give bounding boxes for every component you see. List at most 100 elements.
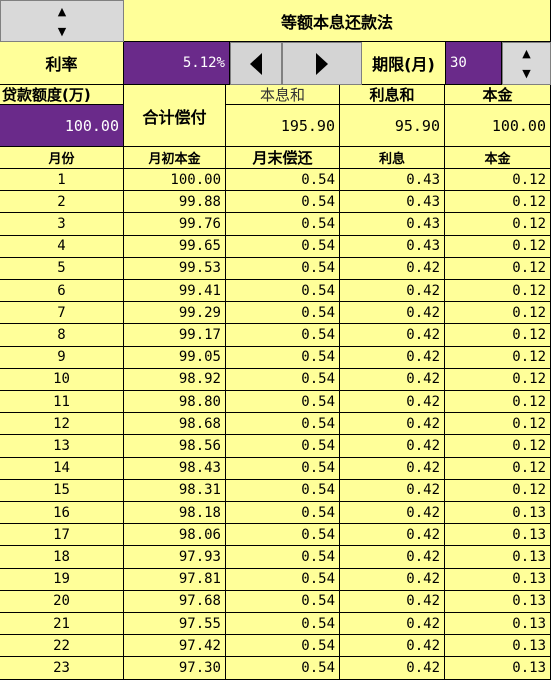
- summary-value-interest: 95.90: [340, 105, 445, 147]
- interest-cell: 0.42: [340, 590, 445, 613]
- month-cell: 17: [0, 524, 124, 547]
- opening-principal-cell: 98.18: [124, 502, 226, 525]
- payment-cell: 0.54: [226, 413, 340, 436]
- payment-cell: 0.54: [226, 457, 340, 480]
- opening-principal-cell: 99.41: [124, 280, 226, 303]
- interest-cell: 0.42: [340, 368, 445, 391]
- interest-cell: 0.42: [340, 546, 445, 569]
- principal-cell: 0.12: [445, 368, 551, 391]
- payment-cell: 0.54: [226, 524, 340, 547]
- principal-cell: 0.13: [445, 657, 551, 680]
- summary-value-principal: 100.00: [445, 105, 551, 147]
- month-cell: 2: [0, 191, 124, 214]
- month-cell: 11: [0, 391, 124, 414]
- opening-principal-cell: 100.00: [124, 169, 226, 192]
- triangle-right-icon: [316, 52, 328, 75]
- interest-cell: 0.42: [340, 657, 445, 680]
- principal-cell: 0.12: [445, 435, 551, 458]
- interest-cell: 0.42: [340, 613, 445, 636]
- rate-scroll-left-button[interactable]: [230, 42, 282, 85]
- opening-principal-cell: 98.43: [124, 457, 226, 480]
- payment-cell: 0.54: [226, 302, 340, 325]
- payment-cell: 0.54: [226, 479, 340, 502]
- payment-cell: 0.54: [226, 324, 340, 347]
- opening-principal-cell: 98.56: [124, 435, 226, 458]
- principal-cell: 0.12: [445, 169, 551, 192]
- principal-cell: 0.12: [445, 191, 551, 214]
- loan-input[interactable]: 100.00: [0, 105, 124, 147]
- opening-principal-cell: 97.93: [124, 546, 226, 569]
- interest-cell: 0.42: [340, 324, 445, 347]
- interest-cell: 0.42: [340, 635, 445, 658]
- principal-cell: 0.12: [445, 302, 551, 325]
- interest-cell: 0.42: [340, 435, 445, 458]
- top-spin-button[interactable]: ▲ ▼: [0, 0, 124, 42]
- col-header-month: 月份: [0, 147, 124, 169]
- interest-cell: 0.42: [340, 346, 445, 369]
- payment-cell: 0.54: [226, 568, 340, 591]
- principal-cell: 0.12: [445, 257, 551, 280]
- month-cell: 18: [0, 546, 124, 569]
- month-cell: 14: [0, 457, 124, 480]
- month-cell: 4: [0, 235, 124, 258]
- rate-scroll-right-button[interactable]: [282, 42, 362, 85]
- opening-principal-cell: 99.88: [124, 191, 226, 214]
- opening-principal-cell: 97.68: [124, 590, 226, 613]
- month-cell: 20: [0, 590, 124, 613]
- payment-cell: 0.54: [226, 590, 340, 613]
- opening-principal-cell: 99.17: [124, 324, 226, 347]
- month-cell: 8: [0, 324, 124, 347]
- payment-cell: 0.54: [226, 235, 340, 258]
- month-cell: 19: [0, 568, 124, 591]
- principal-cell: 0.12: [445, 479, 551, 502]
- opening-principal-cell: 99.29: [124, 302, 226, 325]
- interest-cell: 0.43: [340, 169, 445, 192]
- summary-header-interest: 利息和: [340, 85, 445, 105]
- principal-cell: 0.12: [445, 235, 551, 258]
- interest-cell: 0.42: [340, 302, 445, 325]
- month-cell: 21: [0, 613, 124, 636]
- month-cell: 12: [0, 413, 124, 436]
- interest-cell: 0.42: [340, 413, 445, 436]
- month-cell: 15: [0, 479, 124, 502]
- payment-cell: 0.54: [226, 346, 340, 369]
- interest-cell: 0.42: [340, 280, 445, 303]
- payment-cell: 0.54: [226, 613, 340, 636]
- month-cell: 13: [0, 435, 124, 458]
- principal-cell: 0.12: [445, 280, 551, 303]
- payment-cell: 0.54: [226, 635, 340, 658]
- interest-cell: 0.43: [340, 235, 445, 258]
- term-input[interactable]: 30: [446, 42, 502, 85]
- term-label: 期限(月): [362, 42, 446, 85]
- opening-principal-cell: 99.05: [124, 346, 226, 369]
- col-header-interest: 利息: [340, 147, 445, 169]
- chevron-down-icon[interactable]: ▼: [522, 67, 531, 81]
- payment-cell: 0.54: [226, 657, 340, 680]
- payment-cell: 0.54: [226, 502, 340, 525]
- month-cell: 9: [0, 346, 124, 369]
- chevron-up-icon[interactable]: ▲: [522, 46, 531, 60]
- principal-cell: 0.13: [445, 613, 551, 636]
- payment-cell: 0.54: [226, 435, 340, 458]
- loan-label: 贷款额度(万): [0, 85, 124, 105]
- interest-cell: 0.42: [340, 479, 445, 502]
- summary-header-principal: 本金: [445, 85, 551, 105]
- interest-cell: 0.43: [340, 191, 445, 214]
- interest-cell: 0.42: [340, 524, 445, 547]
- month-cell: 23: [0, 657, 124, 680]
- principal-cell: 0.13: [445, 590, 551, 613]
- principal-cell: 0.13: [445, 524, 551, 547]
- rate-input[interactable]: 5.12%: [124, 42, 230, 85]
- opening-principal-cell: 98.31: [124, 479, 226, 502]
- interest-cell: 0.42: [340, 568, 445, 591]
- opening-principal-cell: 97.81: [124, 568, 226, 591]
- opening-principal-cell: 97.42: [124, 635, 226, 658]
- opening-principal-cell: 99.76: [124, 213, 226, 236]
- month-cell: 10: [0, 368, 124, 391]
- chevron-up-icon[interactable]: ▲: [57, 4, 67, 18]
- term-spin-button[interactable]: ▲ ▼: [502, 42, 551, 85]
- col-header-opening-principal: 月初本金: [124, 147, 226, 169]
- chevron-down-icon[interactable]: ▼: [57, 24, 67, 38]
- payment-cell: 0.54: [226, 257, 340, 280]
